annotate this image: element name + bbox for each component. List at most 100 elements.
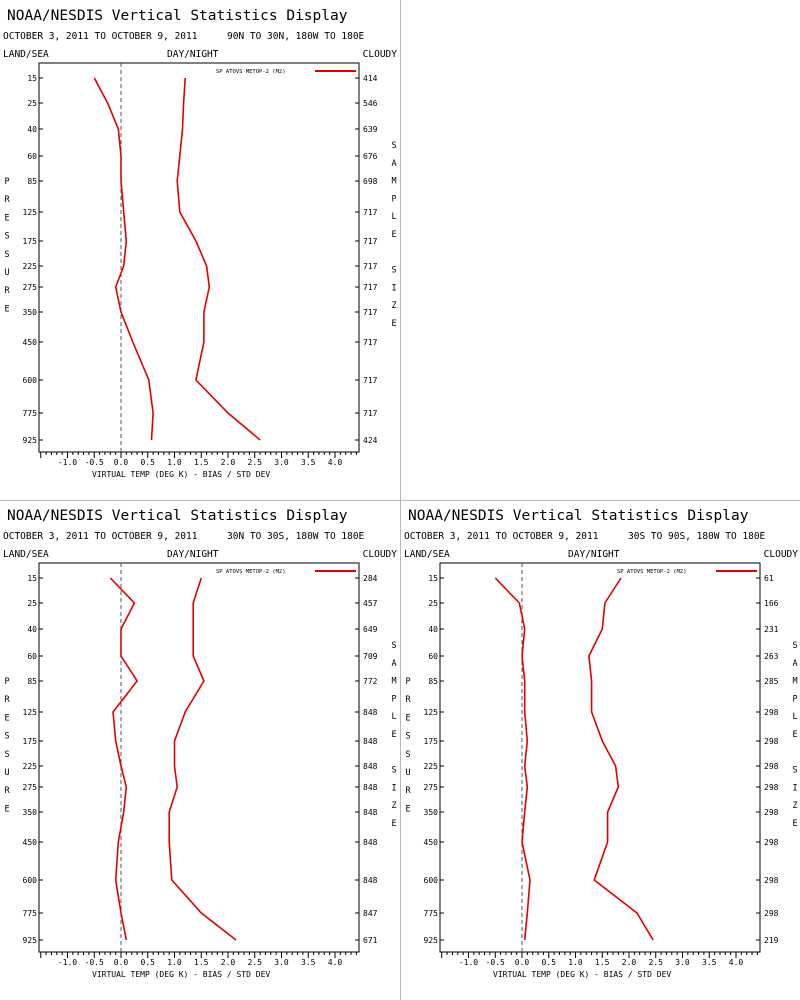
x-tick-label: 0.5 bbox=[542, 958, 557, 967]
sample-size-value: 717 bbox=[363, 262, 378, 271]
pressure-tick-label: 175 bbox=[424, 737, 439, 746]
y-axis: 15 25 40 60 85 125 175 225 275 350 450 600 775 925 bbox=[23, 74, 43, 445]
x-tick-label: 4.0 bbox=[328, 958, 343, 967]
sample-size-letter: A bbox=[792, 659, 797, 669]
pressure-tick-label: 40 bbox=[27, 125, 37, 134]
pressure-tick-label: 60 bbox=[428, 652, 438, 661]
sample-size-letter: S bbox=[792, 766, 797, 776]
sample-size-axis: 284 457 649 709 772 848 848 848 848 848 848 848 847 6… bbox=[355, 574, 378, 945]
sample-size-letter: Z bbox=[391, 301, 396, 311]
panel-title: NOAA/NESDIS Vertical Statistics Display bbox=[408, 508, 749, 524]
pressure-tick-label: 225 bbox=[23, 262, 38, 271]
blank-quadrant bbox=[401, 0, 800, 500]
pressure-tick-label: 350 bbox=[23, 308, 38, 317]
date-range: OCTOBER 3, 2011 TO OCTOBER 9, 2011 bbox=[3, 531, 198, 542]
panel-title: NOAA/NESDIS Vertical Statistics Display bbox=[7, 508, 348, 524]
pressure-tick-label: 275 bbox=[23, 783, 38, 792]
std-dev-line bbox=[176, 77, 261, 441]
x-tick-label: 3.5 bbox=[702, 958, 717, 967]
sample-size-value: 717 bbox=[363, 237, 378, 246]
sample-size-letter: E bbox=[391, 319, 396, 329]
sample-size-value: 298 bbox=[764, 838, 779, 847]
pressure-tick-label: 450 bbox=[424, 838, 439, 847]
region-label: 30N TO 30S, 180W TO 180E bbox=[227, 531, 365, 542]
y-axis: 15 25 40 60 85 125 175 225 275 350 450 600 775 925 bbox=[23, 574, 43, 945]
pressure-tick-label: 225 bbox=[424, 762, 439, 771]
land-sea-label: LAND/SEA bbox=[3, 549, 49, 560]
day-night-label: DAY/NIGHT bbox=[568, 549, 620, 560]
pressure-tick-label: 175 bbox=[23, 737, 38, 746]
y-axis-letter: R bbox=[4, 195, 10, 205]
horizontal-divider bbox=[0, 500, 800, 501]
sample-size-letter: S bbox=[391, 141, 396, 151]
pressure-tick-label: 925 bbox=[23, 436, 38, 445]
sample-size-value: 649 bbox=[363, 625, 378, 634]
sample-size-letter: S bbox=[391, 641, 396, 651]
chart-svg: NOAA/NESDIS Vertical Statistics Display … bbox=[404, 508, 798, 979]
sample-size-value: 717 bbox=[363, 409, 378, 418]
sample-size-value: 424 bbox=[363, 436, 378, 445]
sample-size-letter: E bbox=[391, 730, 396, 740]
x-tick-label: -1.0 bbox=[459, 958, 478, 967]
sample-size-value: 717 bbox=[363, 376, 378, 385]
panel-30n-30s: NOAA/NESDIS Vertical Statistics Display … bbox=[0, 500, 400, 1000]
pressure-tick-label: 350 bbox=[23, 808, 38, 817]
sample-size-value: 698 bbox=[363, 177, 378, 186]
y-axis-letter: R bbox=[4, 286, 10, 296]
pressure-tick-label: 275 bbox=[23, 283, 38, 292]
pressure-tick-label: 600 bbox=[23, 376, 38, 385]
cloudy-label: CLOUDY bbox=[363, 549, 398, 560]
sample-size-letter: S bbox=[792, 641, 797, 651]
sample-size-letter: I bbox=[792, 783, 797, 793]
pressure-tick-label: 175 bbox=[23, 237, 38, 246]
pressure-tick-label: 60 bbox=[27, 152, 37, 161]
sample-size-letter: M bbox=[391, 177, 396, 187]
sample-size-letter: I bbox=[391, 283, 396, 293]
pressure-tick-label: 15 bbox=[428, 574, 438, 583]
x-tick-label: 2.0 bbox=[622, 958, 637, 967]
sample-size-letter: S bbox=[391, 266, 396, 276]
sample-size-axis: 61 166 231 263 285 298 298 298 298 298 298 298 298 21… bbox=[756, 574, 779, 945]
sample-size-letter: A bbox=[391, 159, 396, 169]
day-night-label: DAY/NIGHT bbox=[167, 549, 219, 560]
chart-svg: NOAA/NESDIS Vertical Statistics Display … bbox=[3, 508, 398, 979]
x-tick-label: 3.0 bbox=[274, 458, 289, 467]
y-axis-letter: S bbox=[4, 232, 9, 242]
x-tick-label: 0.0 bbox=[515, 958, 530, 967]
sample-size-letter: E bbox=[391, 819, 396, 829]
y-axis-letter: R bbox=[4, 695, 10, 705]
sample-size-value: 847 bbox=[363, 909, 378, 918]
std-dev-line bbox=[588, 577, 654, 941]
date-range: OCTOBER 3, 2011 TO OCTOBER 9, 2011 bbox=[404, 531, 599, 542]
y-axis-letter: U bbox=[4, 768, 9, 778]
sample-size-value: 709 bbox=[363, 652, 378, 661]
x-tick-label: 4.0 bbox=[328, 458, 343, 467]
pressure-tick-label: 125 bbox=[23, 208, 38, 217]
x-tick-label: 3.5 bbox=[301, 458, 316, 467]
sample-size-value: 848 bbox=[363, 762, 378, 771]
sample-size-axis: 414 546 639 676 698 717 717 717 717 717 717 717 717 4… bbox=[355, 74, 378, 445]
x-tick-label: 2.5 bbox=[248, 458, 263, 467]
sample-size-value: 772 bbox=[363, 677, 378, 686]
pressure-tick-label: 225 bbox=[23, 762, 38, 771]
sample-size-letter: L bbox=[391, 212, 396, 222]
y-axis-letter: R bbox=[405, 786, 411, 796]
chart-svg: NOAA/NESDIS Vertical Statistics Display … bbox=[3, 8, 397, 479]
x-tick-label: 1.0 bbox=[568, 958, 583, 967]
x-tick-label: -0.5 bbox=[486, 958, 505, 967]
x-tick-label: -1.0 bbox=[58, 458, 77, 467]
x-tick-label: -1.0 bbox=[58, 958, 77, 967]
sample-size-value: 717 bbox=[363, 208, 378, 217]
pressure-tick-label: 25 bbox=[27, 599, 37, 608]
land-sea-label: LAND/SEA bbox=[3, 49, 49, 60]
y-axis-letter: E bbox=[4, 804, 9, 814]
x-axis: -1.0 -0.5 0.0 0.5 1.0 1.5 2.0 2.5 3.0 3.5 4.0 bbox=[441, 952, 758, 967]
pressure-tick-label: 450 bbox=[23, 338, 38, 347]
region-label: 90N TO 30N, 180W TO 180E bbox=[227, 31, 365, 42]
pressure-tick-label: 125 bbox=[424, 708, 439, 717]
sample-size-value: 848 bbox=[363, 876, 378, 885]
pressure-tick-label: 775 bbox=[23, 909, 38, 918]
